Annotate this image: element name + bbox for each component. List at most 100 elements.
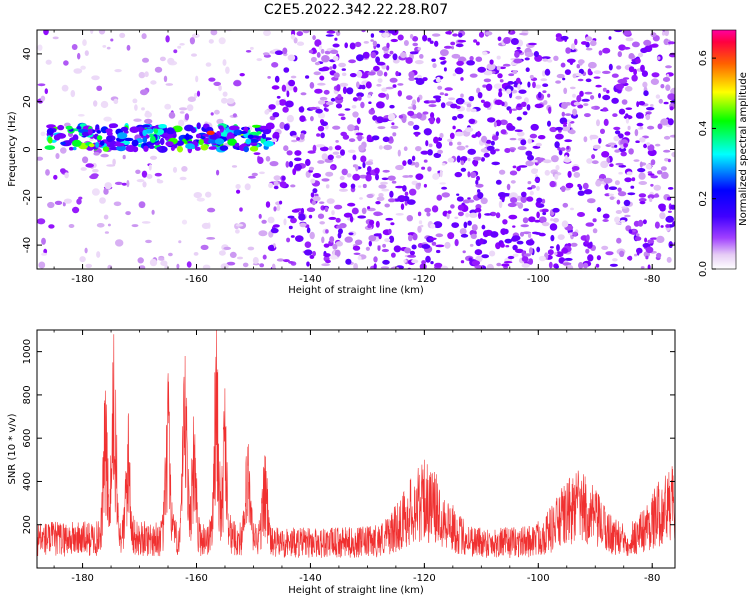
heatmap-cell: [557, 234, 565, 241]
heatmap-cell: [481, 254, 490, 259]
heatmap-cell: [617, 191, 627, 197]
heatmap-cell: [259, 263, 265, 268]
heatmap-cell: [527, 232, 532, 239]
heatmap-cell: [397, 90, 402, 97]
heatmap-cell: [352, 154, 357, 161]
heatmap-cell: [593, 70, 602, 75]
heatmap-cell: [638, 101, 646, 106]
heatmap-cell: [615, 83, 624, 90]
heatmap-cell: [534, 178, 540, 182]
heatmap-cell: [384, 203, 391, 208]
heatmap-cell: [298, 106, 305, 113]
heatmap-cell: [279, 121, 286, 130]
signal-band-cell: [249, 146, 259, 152]
signal-band-cell: [214, 138, 225, 145]
heatmap-cell: [538, 255, 546, 262]
heatmap-cell: [528, 42, 537, 46]
heatmap-cell: [477, 189, 481, 193]
heatmap-cell: [574, 38, 578, 46]
heatmap-cell: [334, 145, 342, 151]
heatmap-cell: [554, 141, 560, 149]
heatmap-cell: [643, 90, 649, 97]
heatmap-cell: [430, 223, 436, 229]
heatmap-cell: [377, 245, 381, 251]
heatmap-cell: [586, 234, 590, 242]
heatmap-cell: [96, 223, 105, 228]
heatmap-cell: [367, 206, 371, 210]
heatmap-cell: [144, 71, 149, 78]
heatmap-cell: [627, 192, 636, 196]
heatmap-cell: [380, 181, 388, 185]
heatmap-cell: [308, 166, 315, 171]
heatmap-cell: [514, 51, 520, 58]
heatmap-cell: [496, 65, 501, 71]
heatmap-cell: [357, 95, 362, 101]
heatmap-cell: [334, 249, 341, 257]
heatmap-cell: [530, 184, 536, 189]
heatmap-cell: [360, 155, 367, 163]
heatmap-cell: [480, 197, 488, 205]
heatmap-cell: [352, 245, 361, 251]
heatmap-cell: [422, 34, 428, 42]
heatmap-cell: [585, 47, 593, 51]
heatmap-cell: [368, 91, 374, 95]
heatmap-cell: [460, 167, 467, 172]
heatmap-cell: [267, 216, 275, 224]
heatmap-cell: [639, 126, 644, 129]
heatmap-cell: [495, 131, 499, 137]
spectrogram-ticks: -180 -160 -140 -120 -100 -80 -40 -20 0 20 40: [22, 30, 675, 285]
heatmap-cell: [656, 170, 663, 175]
heatmap-cell: [575, 72, 582, 77]
heatmap-cell: [181, 219, 188, 225]
signal-band-cell: [95, 124, 100, 130]
heatmap-cell: [667, 187, 674, 190]
heatmap-cell: [555, 80, 561, 84]
heatmap-cell: [434, 262, 443, 268]
heatmap-cell: [337, 94, 342, 99]
heatmap-cell: [457, 39, 467, 43]
heatmap-cell: [256, 58, 263, 62]
heatmap-cell: [547, 93, 551, 98]
heatmap-cell: [348, 232, 354, 236]
heatmap-cell: [353, 252, 361, 255]
heatmap-cell: [615, 162, 624, 166]
heatmap-cell: [564, 69, 572, 75]
heatmap-cell: [448, 141, 453, 146]
heatmap-cell: [603, 177, 613, 184]
heatmap-cell: [37, 44, 43, 51]
heatmap-cell: [483, 78, 492, 83]
heatmap-cell: [257, 156, 264, 164]
heatmap-cell: [395, 70, 399, 77]
heatmap-cell: [245, 50, 252, 53]
heatmap-cell: [529, 74, 534, 79]
heatmap-cell: [431, 205, 439, 213]
heatmap-cell: [587, 254, 594, 262]
heatmap-cell: [144, 118, 153, 124]
heatmap-cell: [331, 210, 335, 216]
heatmap-cell: [572, 108, 578, 116]
heatmap-cell: [606, 89, 610, 94]
heatmap-cell: [607, 142, 617, 146]
heatmap-cell: [71, 44, 78, 50]
heatmap-cell: [421, 244, 431, 249]
heatmap-cell: [577, 104, 584, 109]
heatmap-cell: [319, 221, 326, 225]
heatmap-cell: [309, 254, 315, 259]
heatmap-cell: [583, 136, 588, 143]
heatmap-cell: [630, 185, 635, 189]
heatmap-cell: [428, 100, 437, 104]
heatmap-cell: [389, 77, 398, 83]
heatmap-cell: [553, 55, 559, 61]
heatmap-cell: [312, 144, 317, 152]
heatmap-cell: [390, 38, 398, 43]
heatmap-cell: [400, 203, 405, 210]
heatmap-cell: [141, 221, 151, 224]
heatmap-cell: [409, 51, 419, 55]
heatmap-cell: [573, 171, 581, 178]
heatmap-cell: [500, 243, 505, 248]
heatmap-cell: [447, 157, 455, 163]
heatmap-cell: [621, 206, 628, 209]
heatmap-cell: [483, 152, 490, 158]
heatmap-cell: [514, 129, 523, 132]
heatmap-cell: [506, 183, 511, 191]
